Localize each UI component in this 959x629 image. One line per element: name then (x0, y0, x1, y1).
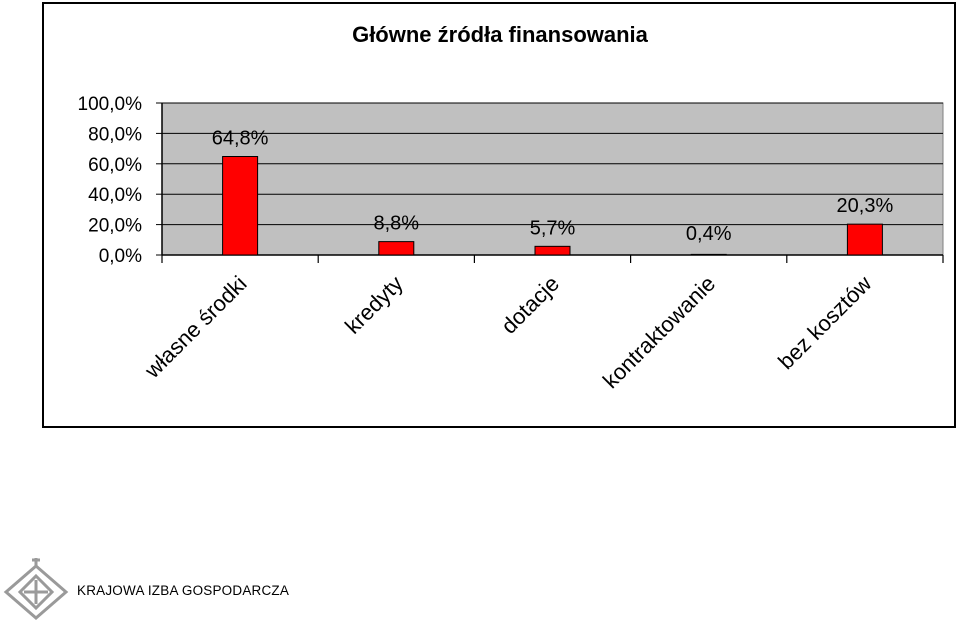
y-tick-label: 0,0% (99, 246, 142, 267)
kig-logo (3, 558, 69, 620)
plot-area (161, 102, 944, 256)
category-label: dotacje (496, 271, 564, 339)
data-label: 20,3% (837, 195, 894, 217)
y-tick-label: 100,0% (78, 94, 143, 115)
chart: Główne źródła finansowania 0,0% 20,0% 40,0… (78, 22, 944, 393)
data-label: 5,7% (530, 217, 576, 239)
bar (222, 156, 259, 256)
bar (690, 253, 727, 256)
y-tick-label: 60,0% (88, 155, 142, 176)
category-label: kontraktowanie (598, 271, 720, 393)
y-tick-label: 20,0% (88, 216, 142, 237)
data-label: 0,4% (686, 223, 732, 245)
category-label: własne środki (139, 271, 252, 384)
data-label: 8,8% (374, 213, 420, 235)
data-label: 64,8% (212, 128, 269, 150)
chart-title: Główne źródła finansowania (352, 22, 649, 47)
category-label: bez kosztów (773, 271, 876, 374)
y-tick-label: 80,0% (88, 124, 142, 145)
category-label: kredyty (340, 271, 408, 339)
organization-name: KRAJOWA IZBA GOSPODARCZA (77, 583, 290, 598)
bar (378, 241, 415, 256)
bar (534, 245, 571, 256)
bar (846, 223, 883, 256)
y-tick-label: 40,0% (88, 185, 142, 206)
